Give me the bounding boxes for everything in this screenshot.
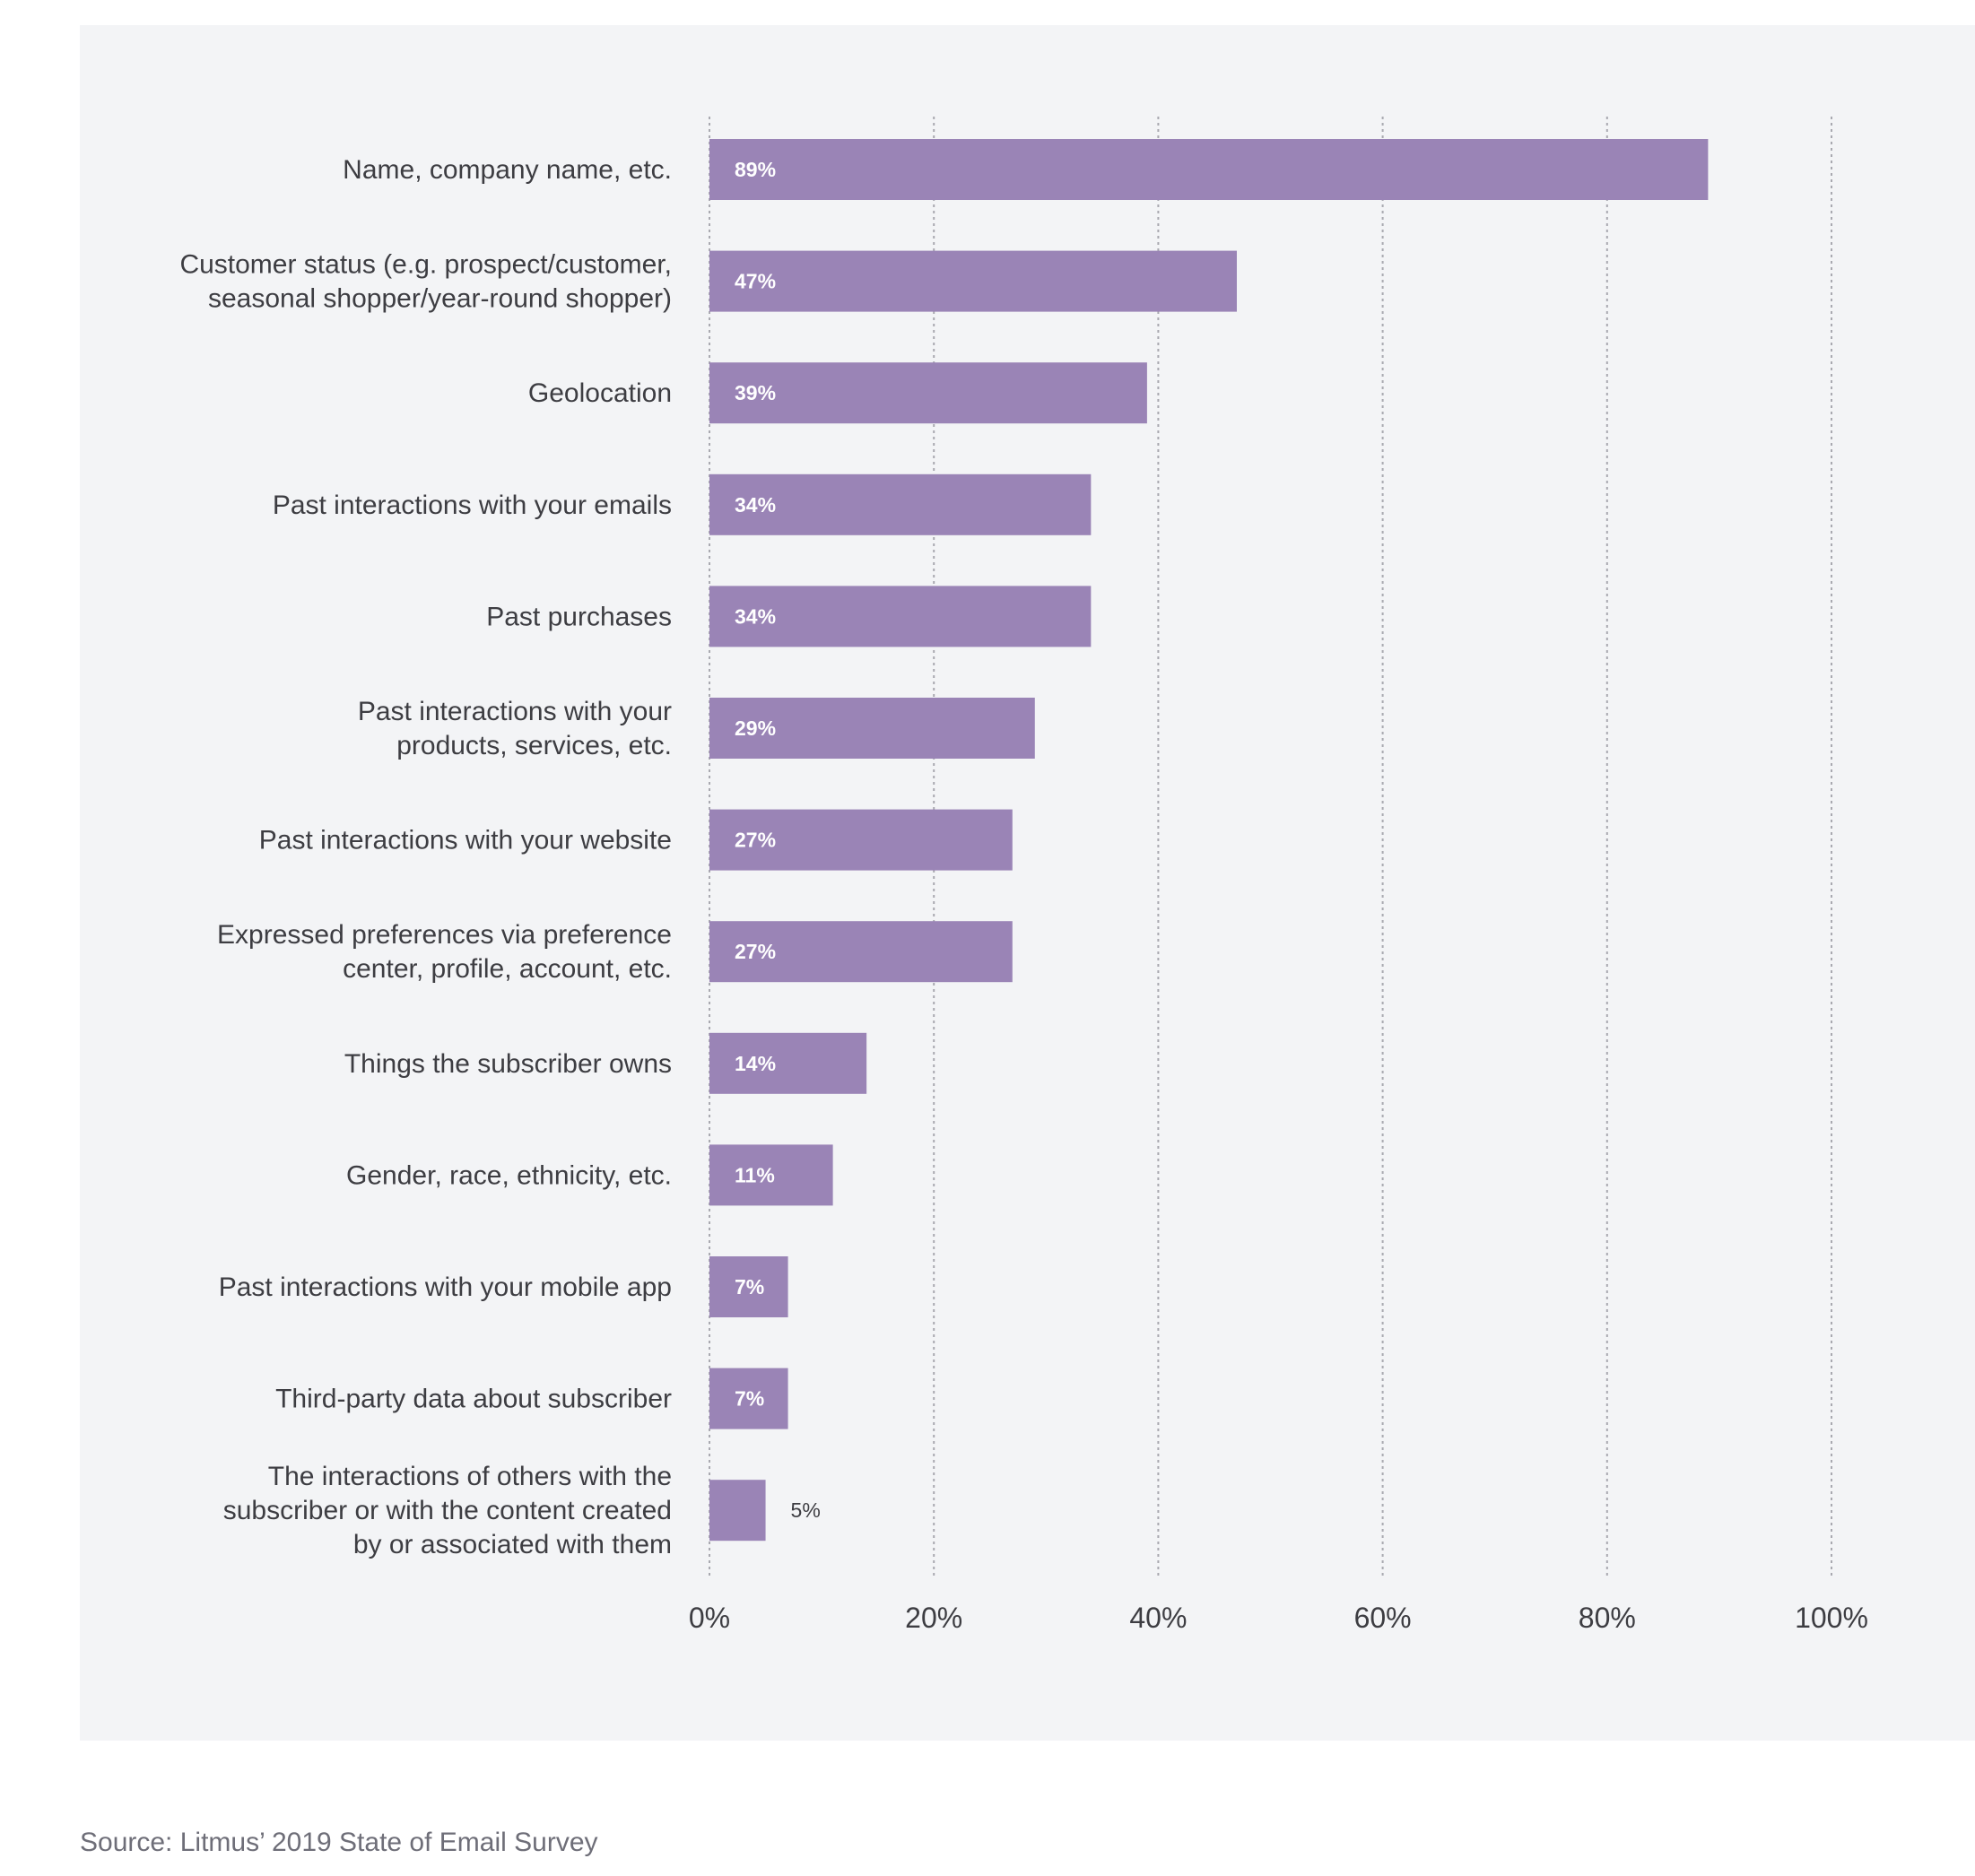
category-label: Past interactions with your mobile app bbox=[219, 1272, 672, 1302]
bar bbox=[709, 809, 1013, 871]
category-label: Past purchases bbox=[486, 602, 672, 631]
bar-value-label: 34% bbox=[735, 493, 776, 517]
bar-value-label: 47% bbox=[735, 270, 776, 293]
source-note: Source: Litmus’ 2019 State of Email Surv… bbox=[80, 1828, 598, 1857]
x-axis-ticks: 0% 20% 40% 60% 80% 100% bbox=[689, 1602, 1868, 1634]
category-label: Gender, race, ethnicity, etc. bbox=[346, 1160, 672, 1190]
bar-value-label: 39% bbox=[735, 381, 776, 404]
bar bbox=[709, 250, 1237, 312]
category-label: Past interactions with your bbox=[358, 697, 672, 726]
x-tick-label: 60% bbox=[1354, 1602, 1412, 1634]
x-tick-label: 0% bbox=[689, 1602, 730, 1634]
bar-value-label: 5% bbox=[791, 1498, 821, 1522]
category-label: center, profile, account, etc. bbox=[343, 954, 672, 984]
category-label: Things the subscriber owns bbox=[344, 1049, 672, 1079]
bars: 89% 47% 39% 34% 34% 29% 27% 27% 14% 11% 7% 7% 5% bbox=[709, 139, 1709, 1542]
bar-value-label: 11% bbox=[735, 1163, 775, 1186]
category-label: Expressed preferences via preference bbox=[217, 920, 672, 950]
category-label: seasonal shopper/year-round shopper) bbox=[208, 284, 672, 314]
bar-value-label: 29% bbox=[735, 717, 776, 740]
bar bbox=[709, 1368, 788, 1429]
category-label: products, services, etc. bbox=[396, 731, 672, 760]
bar-value-label: 89% bbox=[735, 158, 776, 181]
bar bbox=[709, 473, 1092, 535]
bar bbox=[709, 1256, 788, 1317]
category-label: Customer status (e.g. prospect/customer, bbox=[179, 250, 672, 280]
category-label: Third-party data about subscriber bbox=[275, 1385, 672, 1414]
category-label: Past interactions with your emails bbox=[273, 491, 672, 520]
bar-value-label: 7% bbox=[735, 1387, 764, 1411]
x-tick-label: 80% bbox=[1579, 1602, 1636, 1634]
x-tick-label: 40% bbox=[1129, 1602, 1187, 1634]
bar bbox=[709, 1144, 833, 1206]
bar bbox=[709, 1032, 867, 1094]
category-label: by or associated with them bbox=[353, 1530, 672, 1559]
bar bbox=[709, 1480, 766, 1542]
bar-value-label: 27% bbox=[735, 829, 776, 852]
bar bbox=[709, 362, 1147, 424]
category-label: Past interactions with your website bbox=[259, 826, 672, 855]
category-label: Name, company name, etc. bbox=[343, 155, 672, 185]
category-labels: Name, company name, etc. Customer status … bbox=[179, 155, 672, 1559]
bar bbox=[709, 139, 1709, 200]
x-tick-label: 20% bbox=[905, 1602, 962, 1634]
bar-value-label: 34% bbox=[735, 604, 776, 628]
bar bbox=[709, 698, 1035, 759]
x-tick-label: 100% bbox=[1795, 1602, 1868, 1634]
bar-value-label: 7% bbox=[735, 1275, 764, 1298]
bar bbox=[709, 921, 1013, 983]
category-label: The interactions of others with the bbox=[268, 1462, 672, 1491]
bar-value-label: 27% bbox=[735, 940, 776, 963]
bar-value-label: 14% bbox=[735, 1052, 776, 1075]
category-label: Geolocation bbox=[528, 378, 672, 408]
bar bbox=[709, 586, 1092, 647]
category-label: subscriber or with the content created bbox=[223, 1496, 672, 1525]
